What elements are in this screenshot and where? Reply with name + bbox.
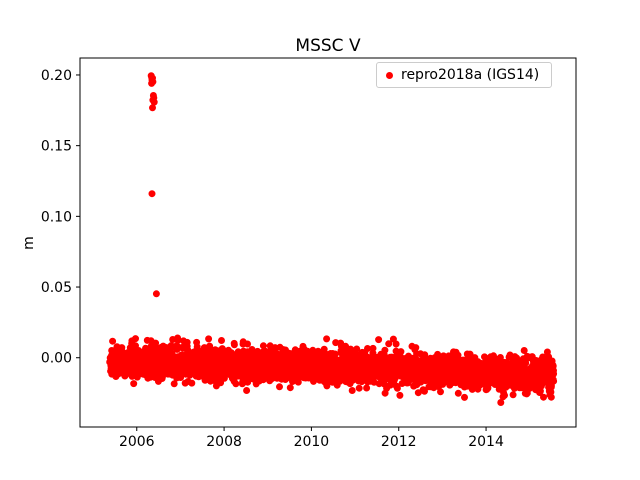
x-tick-label: 2014 [468, 434, 504, 450]
y-tick-label: 0.15 [41, 139, 72, 155]
legend-marker-dot-icon [386, 71, 393, 79]
x-tick-label: 2006 [119, 434, 155, 450]
data-points-outliers [147, 72, 160, 298]
y-tick-label: 0.20 [41, 68, 72, 84]
legend: repro2018a (IGS14) [376, 62, 553, 88]
y-tick-label: 0.05 [41, 280, 72, 296]
x-tick-label: 2008 [206, 434, 242, 450]
x-tick-label: 2012 [381, 434, 417, 450]
y-tick-label: 0.00 [41, 351, 72, 367]
axes-frame [79, 57, 577, 428]
x-tick-label: 2010 [294, 434, 330, 450]
legend-label: repro2018a (IGS14) [401, 67, 540, 83]
data-points-band [106, 334, 558, 407]
y-tick-label: 0.10 [41, 209, 72, 225]
plot-title: MSSC V [295, 36, 361, 56]
